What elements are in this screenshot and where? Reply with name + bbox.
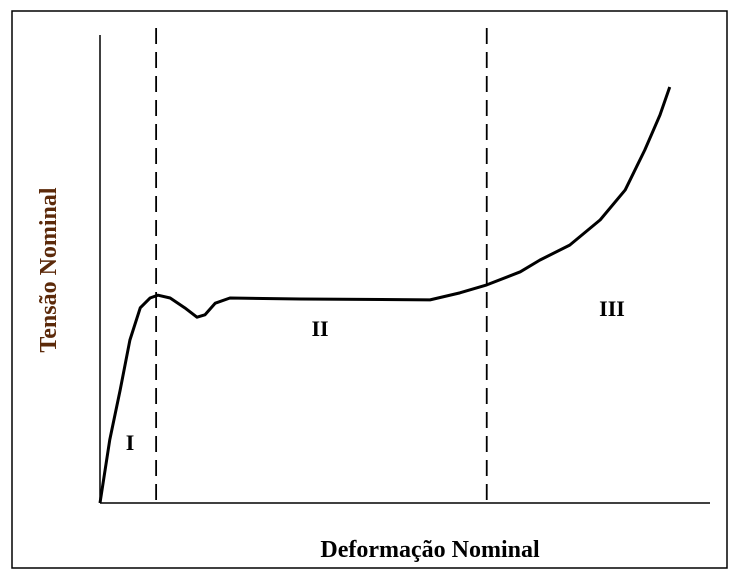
data-line [98, 86, 672, 504]
region-label: II [311, 316, 328, 341]
y-axis-label: Tensão Nominal [36, 187, 62, 352]
frame [11, 10, 728, 569]
x-axis-label: Deformação Nominal [320, 537, 540, 563]
region-label: I [126, 430, 135, 455]
region-label: III [599, 296, 625, 321]
